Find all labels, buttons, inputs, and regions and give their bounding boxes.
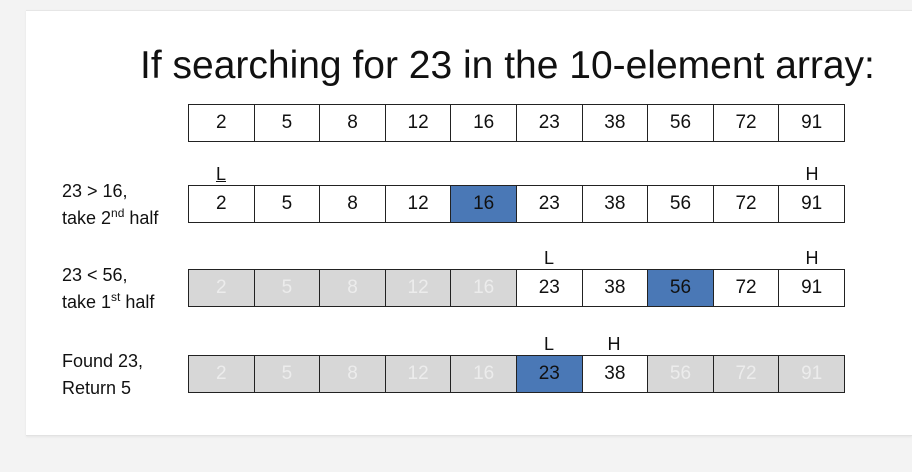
array-cell: 72 [713, 269, 780, 307]
array-cell: 23 [516, 104, 583, 142]
array-cell: 23 [516, 355, 583, 393]
array-cell: 16 [451, 269, 517, 307]
step-2-line2: take 1st half [62, 290, 155, 312]
step-3-array: 2 5 8 12 16 23 38 56 72 91 [188, 355, 845, 393]
array-cell: 72 [713, 185, 780, 223]
array-cell: 38 [582, 269, 649, 307]
step-2-low-pointer: L [543, 248, 554, 268]
array-cell: 5 [254, 269, 321, 307]
array-cell: 38 [582, 104, 649, 142]
step-2-high-pointer: H [805, 248, 819, 268]
array-cell: 23 [516, 269, 583, 307]
array-cell: 38 [582, 185, 649, 223]
array-cell: 8 [320, 104, 386, 142]
step-3-label: Found 23, Return 5 [62, 350, 143, 399]
step-1-low-pointer: L [215, 164, 226, 184]
array-cell: 23 [516, 185, 583, 223]
step-1-label: 23 > 16, take 2nd half [62, 180, 158, 229]
array-cell: 5 [254, 355, 321, 393]
array-cell: 56 [648, 355, 714, 393]
step-1-high-pointer: H [805, 164, 819, 184]
step-3-low-pointer: L [543, 334, 554, 354]
array-cell: 91 [779, 269, 845, 307]
initial-array: 2 5 8 12 16 23 38 56 72 91 [188, 104, 845, 142]
array-cell: 8 [320, 269, 386, 307]
array-cell: 91 [779, 185, 845, 223]
array-cell: 2 [189, 269, 255, 307]
step-1-line2: take 2nd half [62, 206, 159, 228]
array-cell: 56 [648, 104, 714, 142]
array-cell: 16 [451, 355, 517, 393]
array-cell: 2 [189, 104, 255, 142]
array-cell: 38 [582, 355, 649, 393]
array-cell: 8 [320, 185, 386, 223]
step-2-array: 2 5 8 12 16 23 38 56 72 91 [188, 269, 845, 307]
array-cell: 5 [254, 104, 321, 142]
array-cell: 12 [385, 185, 452, 223]
step-1-array: 2 5 8 12 16 23 38 56 72 91 [188, 185, 845, 223]
array-cell: 16 [451, 185, 517, 223]
array-cell: 72 [713, 355, 780, 393]
array-cell: 12 [385, 269, 452, 307]
array-cell: 91 [779, 355, 845, 393]
step-3-high-pointer: H [607, 334, 621, 354]
array-cell: 2 [189, 355, 255, 393]
step-3-line2: Return 5 [62, 378, 132, 398]
array-cell: 12 [385, 355, 452, 393]
array-cell: 91 [779, 104, 845, 142]
array-cell: 12 [385, 104, 452, 142]
array-cell: 72 [713, 104, 780, 142]
array-cell: 16 [451, 104, 517, 142]
array-cell: 8 [320, 355, 386, 393]
step-1-line1: 23 > 16, [62, 181, 128, 201]
slide-title: If searching for 23 in the 10-element ar… [140, 44, 875, 87]
array-cell: 5 [254, 185, 321, 223]
step-2-line1: 23 < 56, [62, 265, 128, 285]
array-cell: 56 [648, 269, 714, 307]
array-cell: 56 [648, 185, 714, 223]
step-2-label: 23 < 56, take 1st half [62, 264, 154, 313]
step-3-line1: Found 23, [62, 351, 144, 371]
array-cell: 2 [189, 185, 255, 223]
